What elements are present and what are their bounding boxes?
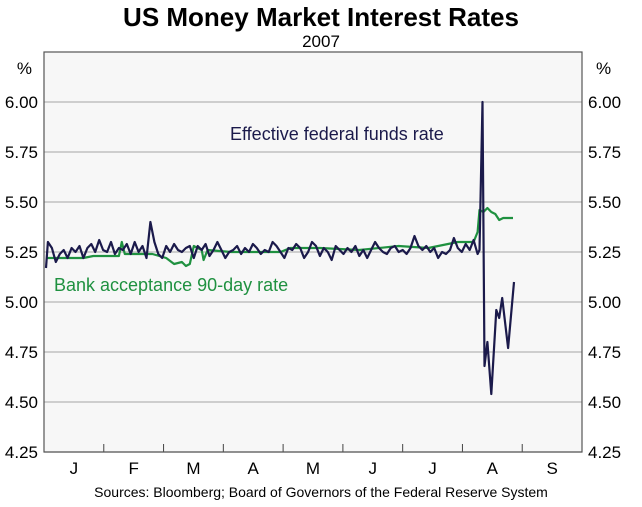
y-tick-label-right: 6.00 [588,93,621,112]
y-tick-label-right: 4.50 [588,393,621,412]
x-tick-label: M [186,459,200,478]
y-tick-label-left: 5.00 [5,293,38,312]
x-tick-label: F [128,459,138,478]
plot-frame [43,51,583,453]
y-tick-label-left: 5.50 [5,193,38,212]
y-tick-label-left: 4.50 [5,393,38,412]
y-tick-label-right: 4.75 [588,343,621,362]
y-tick-label-left: 4.75 [5,343,38,362]
x-tick-label: J [369,459,378,478]
x-tick-label: A [248,459,260,478]
series-label-bank-acceptance: Bank acceptance 90-day rate [54,275,288,295]
y-tick-label-left: 6.00 [5,93,38,112]
y-tick-label-right: 5.75 [588,143,621,162]
y-tick-label-right: 5.00 [588,293,621,312]
y-tick-label-right: 5.25 [588,243,621,262]
y-tick-label-left: 4.25 [5,443,38,462]
x-tick-label: J [70,459,79,478]
series-line-effective-federal-funds-rate [44,100,516,396]
x-tick-label: J [428,459,437,478]
x-tick-label: S [546,459,557,478]
chart-title: US Money Market Interest Rates [123,2,519,32]
source-note: Sources: Bloomberg; Board of Governors o… [94,484,548,500]
y-tick-label-right: 5.50 [588,193,621,212]
chart-subtitle: 2007 [302,32,340,51]
y-tick-label-left: 5.25 [5,243,38,262]
y-tick-label-right: 4.25 [588,443,621,462]
y-axis-unit-left: % [17,59,32,78]
x-tick-label: A [487,459,499,478]
series-label-fed-funds: Effective federal funds rate [230,124,444,144]
y-axis-unit-right: % [596,59,611,78]
y-tick-label-left: 5.75 [5,143,38,162]
x-tick-label: M [306,459,320,478]
